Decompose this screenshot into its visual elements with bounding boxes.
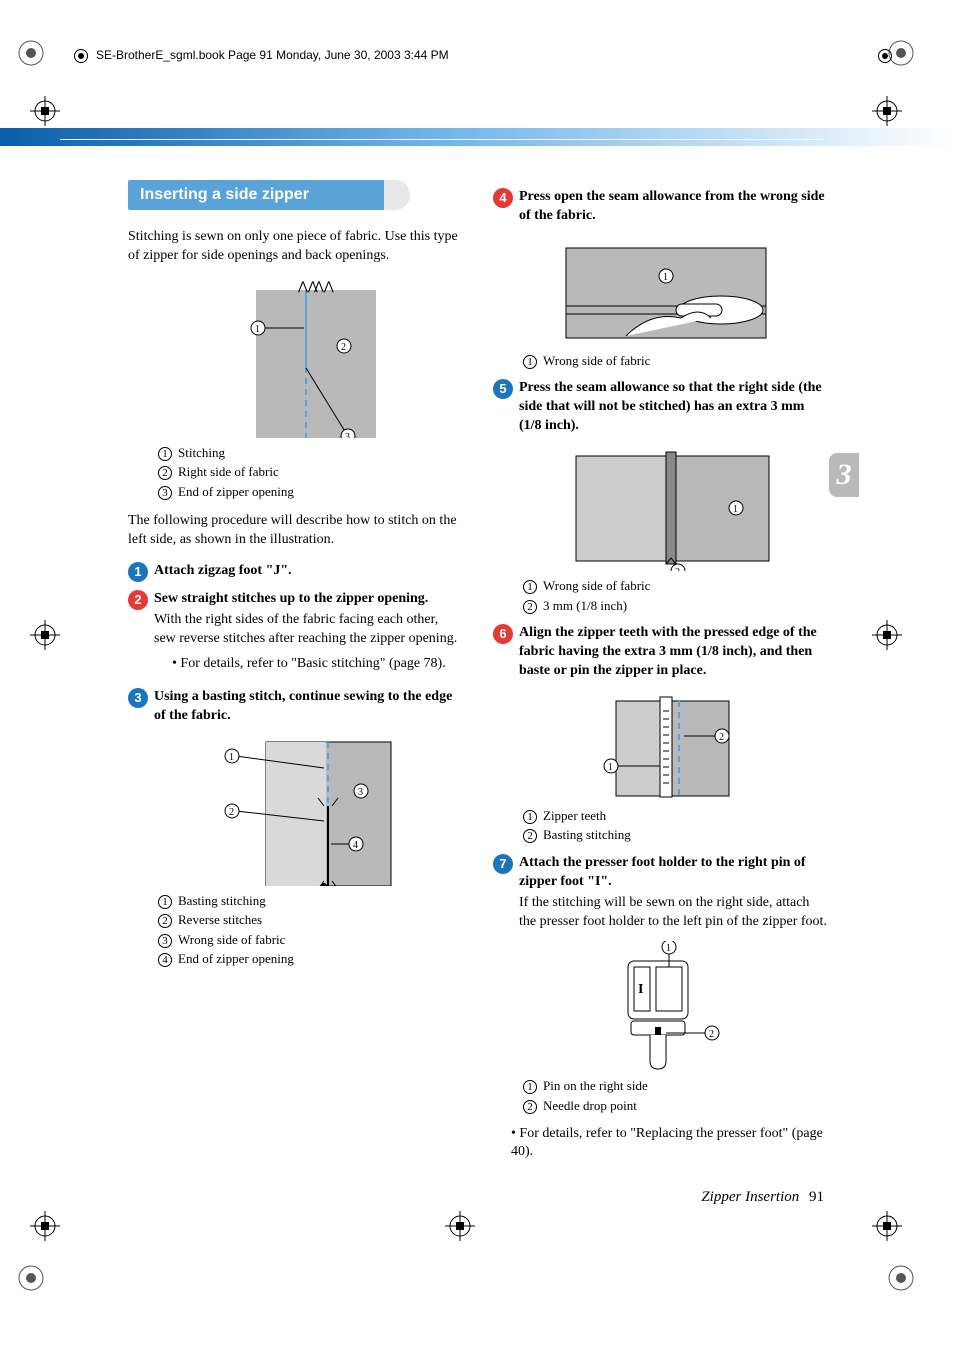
crop-mark — [30, 96, 60, 126]
figure-basting: 1 2 3 4 — [196, 736, 396, 886]
svg-text:⋀⋀: ⋀⋀ — [313, 279, 334, 293]
svg-text:2: 2 — [341, 342, 346, 353]
header-dot-icon — [74, 49, 88, 63]
step-2: 2 Sew straight stitches up to the zipper… — [128, 590, 463, 680]
key-item: Wrong side of fabric — [543, 353, 650, 368]
svg-text:1: 1 — [666, 943, 671, 954]
key-item: End of zipper opening — [178, 951, 294, 966]
registration-mark-br — [888, 1265, 914, 1291]
crop-mark — [872, 620, 902, 650]
step-1: 1 Attach zigzag foot "J". — [128, 562, 463, 582]
svg-text:1: 1 — [663, 272, 668, 283]
step5-key: 1Wrong side of fabric 23 mm (1/8 inch) — [523, 577, 828, 614]
svg-text:2: 2 — [229, 807, 234, 818]
svg-text:2: 2 — [709, 1029, 714, 1040]
step-number: 7 — [493, 854, 513, 874]
crop-mark — [445, 1211, 475, 1241]
step7-key: 1Pin on the right side 2Needle drop poin… — [523, 1077, 828, 1114]
banner — [0, 128, 954, 146]
registration-mark-tr — [888, 40, 914, 66]
banner-line — [60, 139, 824, 140]
step-lead: Attach the presser foot holder to the ri… — [519, 855, 806, 889]
registration-mark-bl — [18, 1265, 44, 1291]
step-number: 6 — [493, 624, 513, 644]
key-item: Zipper teeth — [543, 808, 606, 823]
registration-mark-tl — [18, 40, 44, 66]
step-3: 3 Using a basting stitch, continue sewin… — [128, 688, 463, 726]
step6-key: 1Zipper teeth 2Basting stitching — [523, 807, 828, 844]
svg-text:2: 2 — [719, 732, 724, 743]
svg-text:1: 1 — [229, 752, 234, 763]
svg-text:I: I — [638, 982, 643, 997]
header-text: SE-BrotherE_sgml.book Page 91 Monday, Ju… — [96, 48, 449, 62]
crop-mark — [30, 1211, 60, 1241]
step-lead: Press open the seam allowance from the w… — [519, 189, 825, 223]
right-column: 4 Press open the seam allowance from the… — [493, 180, 828, 1168]
key-item: Needle drop point — [543, 1098, 637, 1113]
footer-title: Zipper Insertion — [701, 1189, 799, 1205]
footer-page-number: 91 — [809, 1189, 824, 1205]
step-lead: Attach zigzag foot "J". — [154, 563, 292, 578]
step-4: 4 Press open the seam allowance from the… — [493, 188, 828, 226]
step-lead: Sew straight stitches up to the zipper o… — [154, 591, 428, 606]
svg-text:1: 1 — [255, 324, 260, 335]
svg-text:3: 3 — [358, 787, 363, 798]
figure1-key: 1Stitching 2Right side of fabric 3End of… — [158, 444, 463, 501]
section-heading: Inserting a side zipper — [128, 180, 388, 210]
page-content: Inserting a side zipper Stitching is sew… — [128, 180, 828, 1168]
step-body-text: With the right sides of the fabric facin… — [154, 611, 463, 649]
step-lead: Using a basting stitch, continue sewing … — [154, 689, 452, 723]
key-item: Reverse stitches — [178, 912, 262, 927]
step-bullet: For details, refer to "Replacing the pre… — [511, 1125, 828, 1163]
key-item: 3 mm (1/8 inch) — [543, 598, 627, 613]
key-item: Wrong side of fabric — [178, 932, 285, 947]
crop-mark — [30, 620, 60, 650]
figure-align-teeth: 1 2 — [556, 691, 766, 801]
footer: Zipper Insertion 91 — [701, 1189, 824, 1206]
step-number: 1 — [128, 562, 148, 582]
step-lead: Align the zipper teeth with the pressed … — [519, 625, 817, 678]
svg-text:2: 2 — [675, 567, 680, 571]
crop-mark — [872, 1211, 902, 1241]
key-item: End of zipper opening — [178, 484, 294, 499]
key-item: Wrong side of fabric — [543, 578, 650, 593]
step-number: 2 — [128, 590, 148, 610]
figure-zipper-foot: I 1 2 — [576, 941, 746, 1071]
svg-text:4: 4 — [353, 840, 358, 851]
step-7: 7 Attach the presser foot holder to the … — [493, 854, 828, 932]
header-dot-icon — [878, 49, 892, 63]
figure-zipper-opening: ⋀⋀⋀⋀ 1 2 3 — [206, 278, 386, 438]
svg-text:3: 3 — [345, 432, 350, 438]
section-tab: 3 — [829, 453, 859, 497]
key-item: Basting stitching — [178, 893, 266, 908]
step-bullet: For details, refer to "Basic stitching" … — [172, 655, 463, 674]
intro-paragraph: Stitching is sewn on only one piece of f… — [128, 228, 463, 266]
crop-mark — [872, 96, 902, 126]
step-6: 6 Align the zipper teeth with the presse… — [493, 624, 828, 681]
figure2-key: 1Basting stitching 2Reverse stitches 3Wr… — [158, 892, 463, 968]
key-item: Right side of fabric — [178, 464, 279, 479]
figure-press-open: 1 — [546, 236, 776, 346]
step-number: 3 — [128, 688, 148, 708]
svg-text:1: 1 — [733, 504, 738, 515]
left-column: Inserting a side zipper Stitching is sew… — [128, 180, 463, 1168]
step-number: 5 — [493, 379, 513, 399]
step4-key: 1Wrong side of fabric — [523, 352, 828, 370]
step-body-text: If the stitching will be sewn on the rig… — [519, 894, 828, 932]
transition-paragraph: The following procedure will describe ho… — [128, 512, 463, 550]
step-number: 4 — [493, 188, 513, 208]
key-item: Pin on the right side — [543, 1078, 648, 1093]
step-5: 5 Press the seam allowance so that the r… — [493, 379, 828, 436]
key-item: Basting stitching — [543, 827, 631, 842]
key-item: Stitching — [178, 445, 225, 460]
figure-press-3mm: 1 2 — [546, 446, 776, 571]
step-lead: Press the seam allowance so that the rig… — [519, 380, 822, 433]
svg-text:1: 1 — [608, 762, 613, 773]
